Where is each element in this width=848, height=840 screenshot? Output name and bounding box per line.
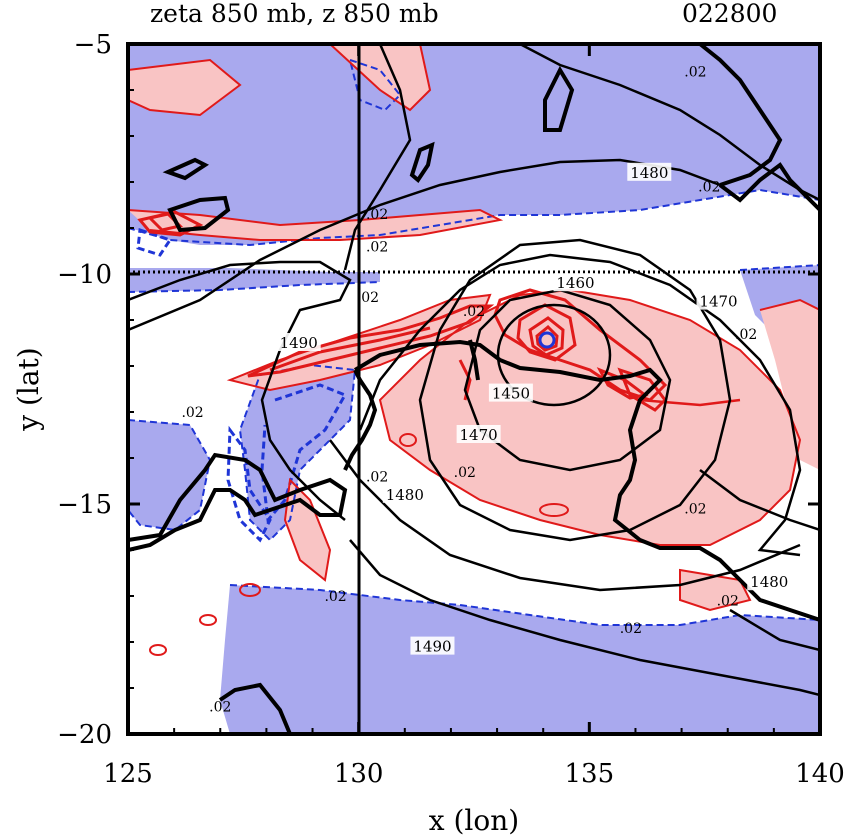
negative-vorticity-contours <box>128 58 820 626</box>
coast-nw-island-2 <box>167 195 231 233</box>
vorticity-contour-label: .02 <box>181 405 203 421</box>
height-label-bg <box>276 333 321 351</box>
chart-title: zeta 850 mb, z 850 mb <box>150 0 439 28</box>
y-tick-label: −20 <box>57 720 112 750</box>
pos-fill-north-streak <box>128 210 500 240</box>
height-contours <box>128 44 820 697</box>
height-label-bg <box>488 383 533 402</box>
chart-time-label: 022800 <box>682 0 777 28</box>
height-label-bg <box>410 636 455 655</box>
y-axis: −5 −10 −15 −20 <box>57 30 820 750</box>
pos-fill-east-strip <box>760 300 820 470</box>
y-tick-label: −10 <box>57 260 112 290</box>
vorticity-contour-label: .02 <box>366 469 388 485</box>
vorticity-contour-label: .02 <box>454 465 476 481</box>
y-tick-label: −15 <box>57 490 112 520</box>
x-tick-label: 125 <box>103 759 153 789</box>
x-axis-label: x (lon) <box>429 804 519 837</box>
vorticity-contour-label: .02 <box>620 621 642 637</box>
negative-vorticity-fills <box>128 44 820 734</box>
x-tick-label: 140 <box>795 759 845 789</box>
plot-frame <box>126 42 822 736</box>
neg-fill-sw <box>128 420 210 530</box>
vorticity-contour-label: .02 <box>735 327 757 343</box>
height-contour-labels: 1450 1460 1470 1470 1480 1480 1480 1490 1490 <box>276 162 792 656</box>
neg-fill-north-band <box>128 44 820 245</box>
height-contour-1450 <box>496 303 612 407</box>
coast-small-island <box>409 141 435 183</box>
height-contour-se2 <box>729 608 820 652</box>
vorticity-contour-labels: .02 .02 .02 .02 .02 .02 .02 .02 .02 .02 .02 .02 .02.… <box>181 65 757 716</box>
reference-lines <box>128 44 820 734</box>
x-axis: 125 130 135 140 <box>103 44 845 789</box>
cyclone-core-negative-contour <box>538 331 556 349</box>
height-contour-label: 1470 <box>460 426 498 444</box>
height-contour-label: 1490 <box>413 638 451 656</box>
neg-fill-south-band <box>220 585 820 734</box>
neg-fill-west-trough <box>240 365 355 540</box>
vorticity-contour-label: .02 <box>463 304 485 320</box>
coast-nw-island-1 <box>162 157 210 181</box>
coast-east-island <box>698 44 783 187</box>
height-label-bg <box>627 162 672 181</box>
y-tick-label: −5 <box>74 30 112 60</box>
height-contour-label: 1490 <box>280 334 318 352</box>
coastline <box>128 44 820 734</box>
coast-gulf <box>468 339 480 381</box>
coast-bottom-sw <box>218 682 292 734</box>
height-label-bg <box>696 291 741 310</box>
coast-north-australia <box>128 452 348 552</box>
y-axis-label: y (lat) <box>12 347 45 431</box>
height-contour-label: 1450 <box>492 385 530 403</box>
pos-fill-sw-strip <box>285 480 330 580</box>
neg-fill-west-band <box>128 268 380 292</box>
vorticity-contour-label: .02 <box>698 180 720 196</box>
vorticity-contour-label: .02 <box>717 594 739 610</box>
pos-fill-main-storm <box>380 290 800 545</box>
positive-vorticity-contours <box>128 44 820 656</box>
vorticity-contour-label: .02 <box>366 239 388 255</box>
height-label-bg <box>747 572 792 591</box>
pos-fill-north-plume <box>330 44 430 110</box>
height-contour-label: 1480 <box>630 164 668 182</box>
coast-top-end <box>353 339 820 622</box>
x-tick-label: 135 <box>565 759 615 789</box>
height-contour-1480-inner <box>358 253 802 557</box>
vorticity-contour-label: .02 <box>209 699 231 715</box>
vorticity-contour-label: .02 <box>357 290 379 306</box>
height-contour-label: 1480 <box>750 573 788 591</box>
x-tick-label: 130 <box>334 759 384 789</box>
height-contour-label: 1480 <box>386 486 424 504</box>
height-contour-1490-south <box>349 539 820 697</box>
coast-east-island-2 <box>718 162 820 212</box>
vorticity-contour-label: .02 <box>324 589 346 605</box>
height-contour-se <box>699 469 820 532</box>
height-contour-1490-west <box>128 260 352 521</box>
height-label-bg <box>382 484 427 503</box>
height-contour-north-loop <box>343 44 412 271</box>
coast-arnhem-land <box>343 369 378 471</box>
positive-vorticity-fills <box>128 44 820 610</box>
height-label-bg <box>456 425 501 443</box>
height-contour-label: 1460 <box>556 274 594 292</box>
height-contour-1470 <box>418 238 732 542</box>
coast-timor-island <box>543 65 575 132</box>
vorticity-contour-label: .02 <box>684 502 706 518</box>
vorticity-contour-label: .02 <box>684 65 706 81</box>
height-label-bg <box>553 273 598 292</box>
height-contour-label: 1470 <box>699 293 737 311</box>
vorticity-contour-label: .02 <box>366 207 388 223</box>
pos-fill-nw <box>128 60 240 115</box>
height-contour-1480-lower <box>329 439 801 592</box>
